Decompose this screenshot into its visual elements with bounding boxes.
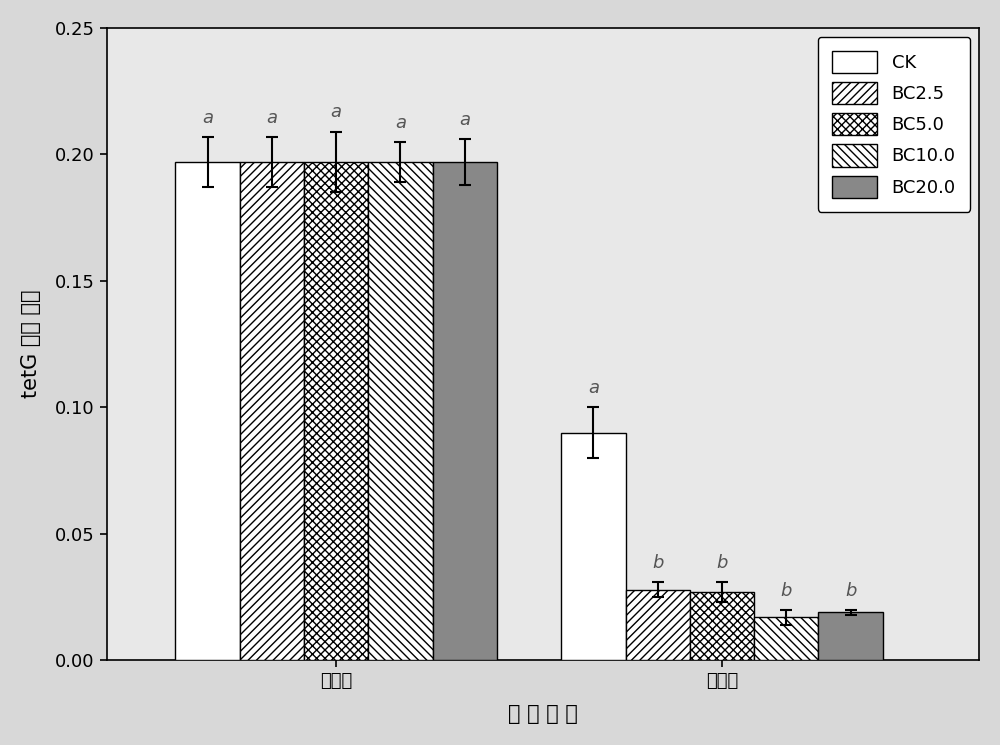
Legend: CK, BC2.5, BC5.0, BC10.0, BC20.0: CK, BC2.5, BC5.0, BC10.0, BC20.0 xyxy=(818,37,970,212)
Text: a: a xyxy=(395,113,406,132)
Bar xyxy=(754,618,818,661)
Y-axis label: tetG 相对 丰度: tetG 相对 丰度 xyxy=(21,290,41,399)
Bar xyxy=(368,162,433,661)
Bar xyxy=(626,589,690,661)
Bar xyxy=(561,433,626,661)
Text: a: a xyxy=(266,109,277,127)
Bar xyxy=(818,612,883,661)
Text: a: a xyxy=(588,379,599,397)
Text: b: b xyxy=(716,554,728,572)
Bar xyxy=(690,592,754,661)
Bar xyxy=(304,162,368,661)
Text: a: a xyxy=(459,111,470,129)
Text: b: b xyxy=(781,582,792,600)
Bar xyxy=(175,162,240,661)
Text: a: a xyxy=(202,109,213,127)
Text: b: b xyxy=(652,554,663,572)
Text: a: a xyxy=(331,104,342,121)
Text: b: b xyxy=(845,582,856,600)
Bar xyxy=(240,162,304,661)
X-axis label: 堆 肥 时 期: 堆 肥 时 期 xyxy=(508,704,578,724)
Bar xyxy=(433,162,497,661)
